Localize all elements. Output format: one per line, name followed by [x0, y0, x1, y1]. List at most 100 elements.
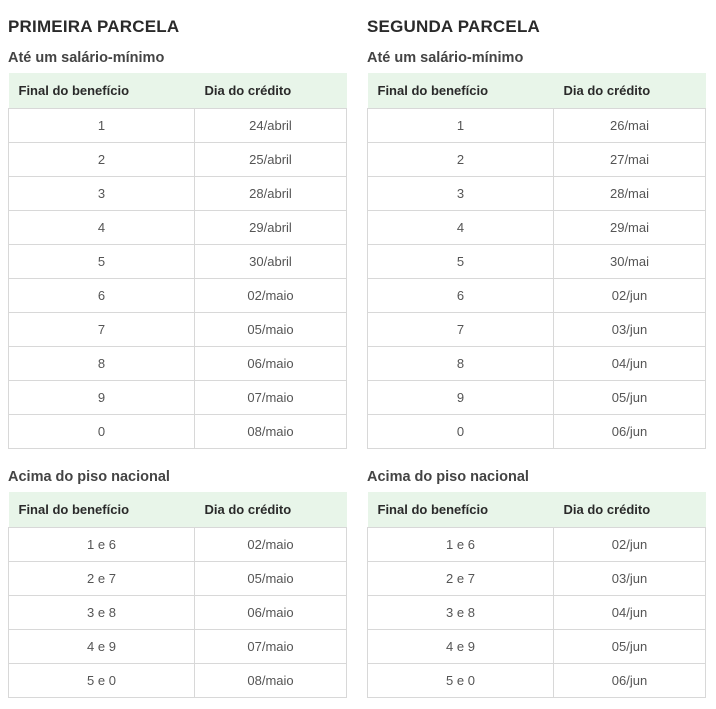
table-row: 2 e 7 03/jun [367, 561, 706, 596]
table-row: 3 e 8 06/maio [8, 595, 347, 630]
table-row: 3 28/mai [367, 176, 706, 211]
column-header: Dia do crédito [194, 492, 347, 528]
credit-date-cell: 02/jun [553, 278, 706, 313]
benefit-final-digit-cell: 0 [367, 414, 554, 449]
credit-date-cell: 02/jun [553, 527, 706, 562]
benefit-final-digit-cell: 5 [8, 244, 195, 279]
credit-date-cell: 08/maio [194, 663, 347, 698]
table-row: 7 05/maio [8, 312, 347, 347]
table-row: 5 30/abril [8, 244, 347, 279]
column-header: Final do benefício [8, 492, 195, 528]
table-row: 1 24/abril [8, 108, 347, 143]
credit-date-cell: 03/jun [553, 312, 706, 347]
benefit-final-digit-cell: 4 e 9 [8, 629, 195, 664]
benefit-final-digit-cell: 9 [367, 380, 554, 415]
table-row: 4 29/abril [8, 210, 347, 245]
table-header-row: Final do benefício Dia do crédito [367, 492, 706, 528]
credit-date-cell: 28/mai [553, 176, 706, 211]
credit-date-cell: 02/maio [194, 527, 347, 562]
benefit-final-digit-cell: 1 [8, 108, 195, 143]
credit-date-cell: 06/jun [553, 414, 706, 449]
table-row: 4 29/mai [367, 210, 706, 245]
benefit-final-digit-cell: 2 e 7 [8, 561, 195, 596]
credit-date-cell: 29/mai [553, 210, 706, 245]
table-row: 8 04/jun [367, 346, 706, 381]
section-title: SEGUNDA PARCELA [367, 17, 541, 36]
table-row: 4 e 9 05/jun [367, 629, 706, 664]
credit-date-cell: 05/jun [553, 629, 706, 664]
credit-date-cell: 25/abril [194, 142, 347, 177]
benefit-final-digit-cell: 1 e 6 [8, 527, 195, 562]
credit-date-cell: 03/jun [553, 561, 706, 596]
section-title: PRIMEIRA PARCELA [8, 17, 180, 36]
credit-date-cell: 06/jun [553, 663, 706, 698]
table-row: 4 e 9 07/maio [8, 629, 347, 664]
benefit-final-digit-cell: 4 [8, 210, 195, 245]
benefit-final-digit-cell: 1 [367, 108, 554, 143]
credit-date-cell: 06/maio [194, 346, 347, 381]
credit-date-cell: 28/abril [194, 176, 347, 211]
credit-date-cell: 08/maio [194, 414, 347, 449]
benefit-final-digit-cell: 8 [367, 346, 554, 381]
credit-date-cell: 07/maio [194, 380, 347, 415]
credit-date-cell: 04/jun [553, 595, 706, 630]
table-subtitle: Até um salário-mínimo [8, 50, 165, 66]
table-row: 2 27/mai [367, 142, 706, 177]
credit-date-cell: 29/abril [194, 210, 347, 245]
benefit-final-digit-cell: 2 e 7 [367, 561, 554, 596]
table-subtitle: Acima do piso nacional [8, 469, 170, 485]
table-row: 1 26/mai [367, 108, 706, 143]
benefit-final-digit-cell: 3 e 8 [8, 595, 195, 630]
table-row: 1 e 6 02/maio [8, 527, 347, 562]
benefit-final-digit-cell: 5 [367, 244, 554, 279]
table-subtitle: Acima do piso nacional [367, 469, 529, 485]
benefit-final-digit-cell: 2 [8, 142, 195, 177]
benefit-final-digit-cell: 6 [8, 278, 195, 313]
credit-date-cell: 24/abril [194, 108, 347, 143]
benefit-final-digit-cell: 7 [8, 312, 195, 347]
table-row: 6 02/maio [8, 278, 347, 313]
table-row: 8 06/maio [8, 346, 347, 381]
table-row: 7 03/jun [367, 312, 706, 347]
benefit-final-digit-cell: 5 e 0 [367, 663, 554, 698]
credit-date-cell: 04/jun [553, 346, 706, 381]
column-header: Final do benefício [367, 73, 554, 109]
credit-date-cell: 05/maio [194, 312, 347, 347]
benefit-final-digit-cell: 4 e 9 [367, 629, 554, 664]
table-row: 0 06/jun [367, 414, 706, 449]
table-row: 9 07/maio [8, 380, 347, 415]
table-subtitle: Até um salário-mínimo [367, 50, 524, 66]
table-header-row: Final do benefício Dia do crédito [8, 492, 347, 528]
credit-date-cell: 30/abril [194, 244, 347, 279]
minimum-wage-schedule-table: Final do benefício Dia do crédito 1 24/abri… [8, 73, 347, 449]
benefit-final-digit-cell: 3 e 8 [367, 595, 554, 630]
table-row: 9 05/jun [367, 380, 706, 415]
benefit-final-digit-cell: 0 [8, 414, 195, 449]
benefit-final-digit-cell: 2 [367, 142, 554, 177]
table-row: 1 e 6 02/jun [367, 527, 706, 562]
benefit-final-digit-cell: 4 [367, 210, 554, 245]
benefit-final-digit-cell: 8 [8, 346, 195, 381]
table-row: 3 28/abril [8, 176, 347, 211]
table-header-row: Final do benefício Dia do crédito [367, 73, 706, 109]
table-row: 3 e 8 04/jun [367, 595, 706, 630]
credit-date-cell: 26/mai [553, 108, 706, 143]
table-row: 5 30/mai [367, 244, 706, 279]
table-row: 2 e 7 05/maio [8, 561, 347, 596]
column-header: Dia do crédito [553, 73, 706, 109]
column-header: Final do benefício [8, 73, 195, 109]
credit-date-cell: 07/maio [194, 629, 347, 664]
credit-date-cell: 05/maio [194, 561, 347, 596]
table-row: 0 08/maio [8, 414, 347, 449]
minimum-wage-schedule-table: Final do benefício Dia do crédito 1 26/mai 2… [367, 73, 706, 449]
column-header: Final do benefício [367, 492, 554, 528]
column-header: Dia do crédito [553, 492, 706, 528]
benefit-final-digit-cell: 5 e 0 [8, 663, 195, 698]
credit-date-cell: 30/mai [553, 244, 706, 279]
above-floor-schedule-table: Final do benefício Dia do crédito 1 e 6 02/… [367, 492, 706, 698]
table-row: 5 e 0 08/maio [8, 663, 347, 698]
table-row: 6 02/jun [367, 278, 706, 313]
credit-date-cell: 05/jun [553, 380, 706, 415]
above-floor-schedule-table: Final do benefício Dia do crédito 1 e 6 02/… [8, 492, 347, 698]
credit-date-cell: 27/mai [553, 142, 706, 177]
